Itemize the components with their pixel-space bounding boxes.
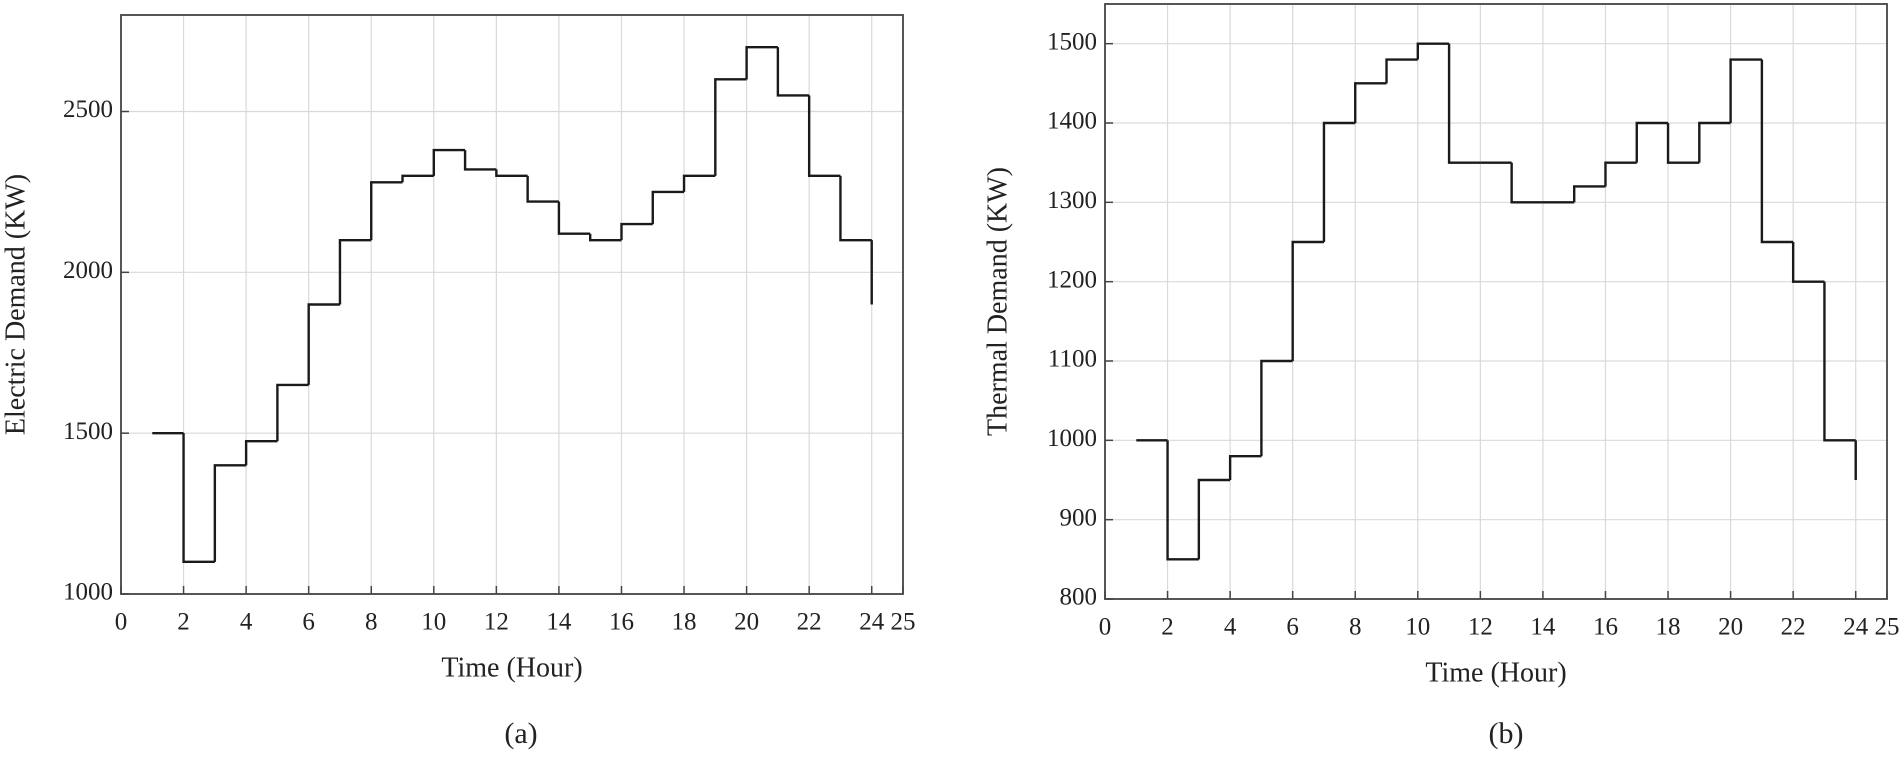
x-tick-label: 0 [1099,614,1112,641]
line-step [745,45,778,80]
y-tick-label: 2000 [63,257,113,284]
x-tick-label: 20 [734,609,759,636]
x-tick-label: 25 [891,609,916,636]
line-step [1322,121,1356,242]
x-tick-label: 0 [115,609,128,636]
line-step [776,47,810,97]
line-step [1604,161,1637,187]
line-step [1760,59,1794,244]
line-step [557,201,591,235]
y-tick-label: 1200 [1047,266,1097,293]
x-tick-label: 16 [609,609,634,636]
line-step [1166,440,1199,561]
line-step [1447,43,1481,164]
line-step [1291,240,1324,361]
x-tick-label: 24 [859,609,885,636]
y-tick-label: 1000 [1047,425,1097,452]
x-tick-label: 16 [1593,614,1618,641]
x-axis-label: Time (Hour) [441,652,582,683]
line-step [526,175,559,203]
line-step [1228,455,1262,480]
x-tick-label: 14 [546,609,572,636]
x-axis-label: Time (Hour) [1425,657,1566,688]
x-tick-label: 4 [1224,614,1237,641]
x-tick-label: 4 [240,609,253,636]
line-step [1791,242,1825,283]
x-tick-label: 24 [1843,614,1869,641]
caption: (a) [504,717,537,750]
line-step [1698,121,1731,163]
line-step [1354,82,1387,123]
line-step [495,169,528,178]
line-step [338,238,372,305]
y-tick-label: 1300 [1047,187,1097,214]
x-tick-label: 2 [177,609,190,636]
line-step [1385,58,1418,84]
line-step [244,440,278,466]
x-tick-label: 6 [302,609,315,636]
x-tick-label: 14 [1530,614,1556,641]
x-tick-label: 20 [1718,614,1743,641]
line-step [213,464,247,562]
x-tick-label: 25 [1875,614,1900,641]
y-tick-label: 2500 [63,96,113,123]
line-step [714,78,747,176]
x-tick-label: 2 [1161,614,1174,641]
y-tick-label: 800 [1060,584,1098,611]
y-tick-label: 1500 [1047,28,1097,55]
caption: (b) [1489,717,1524,750]
x-tick-label: 6 [1286,614,1299,641]
line-step [1823,281,1856,442]
line-step [589,233,622,242]
line-step [463,150,497,171]
y-tick-label: 1400 [1047,108,1097,135]
line-step [1416,42,1450,60]
plot-frame [120,14,904,595]
line-step [1635,121,1669,163]
x-tick-label: 8 [365,609,378,636]
y-tick-label: 1000 [63,579,113,606]
line-step [1510,162,1543,204]
line-step [807,95,841,178]
x-tick-label: 12 [1468,614,1493,641]
line-step [620,222,653,241]
line-step [1729,58,1762,123]
line-step [370,181,403,241]
line-step [1260,359,1293,457]
line-step [1573,185,1606,203]
x-tick-label: 12 [484,609,509,636]
line-step [1666,123,1700,164]
line-step [1197,478,1231,560]
line-step [401,174,434,183]
y-tick-label: 900 [1060,504,1098,531]
line-step [839,175,872,242]
x-tick-label: 18 [672,609,697,636]
line-step [432,148,466,176]
x-tick-label: 10 [1405,614,1430,641]
line-step [651,190,685,225]
y-axis-label: Thermal Demand (KW) [982,167,1013,436]
y-tick-label: 1100 [1048,346,1097,373]
x-tick-label: 22 [1781,614,1806,641]
y-axis-label: Electric Demand (KW) [0,174,31,435]
y-tick-label: 1500 [63,418,113,445]
x-tick-label: 18 [1656,614,1681,641]
x-tick-label: 8 [1349,614,1362,641]
line-step [276,383,309,442]
plot-frame [1104,3,1888,600]
x-tick-label: 22 [797,609,822,636]
line-step [182,433,215,564]
line-step [682,174,716,192]
x-tick-label: 10 [421,609,446,636]
line-step [307,303,340,385]
